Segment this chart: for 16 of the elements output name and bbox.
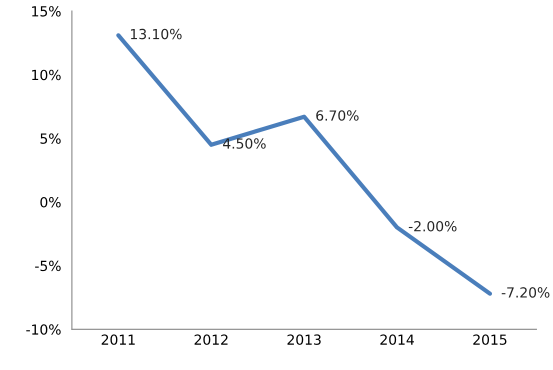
- y-tick-label: 5%: [40, 133, 61, 144]
- x-tick-label: 2012: [194, 334, 228, 345]
- data-label: 13.10%: [130, 28, 182, 40]
- x-tick-label: 2011: [102, 334, 135, 345]
- x-tick-label: 2015: [473, 334, 506, 345]
- data-label: -2.00%: [408, 221, 457, 232]
- x-tick-label: 2014: [380, 334, 414, 345]
- y-tick-label: -5%: [35, 260, 61, 272]
- data-label: 6.70%: [316, 110, 359, 121]
- data-label: 4.50%: [223, 138, 266, 149]
- y-tick-label: -10%: [26, 324, 61, 335]
- y-tick-label: 0%: [40, 196, 61, 208]
- y-tick-label: 10%: [32, 70, 61, 80]
- x-tick-label: 2013: [287, 334, 321, 345]
- y-tick-label: 15%: [32, 6, 61, 17]
- data-label: -7.20%: [502, 287, 550, 298]
